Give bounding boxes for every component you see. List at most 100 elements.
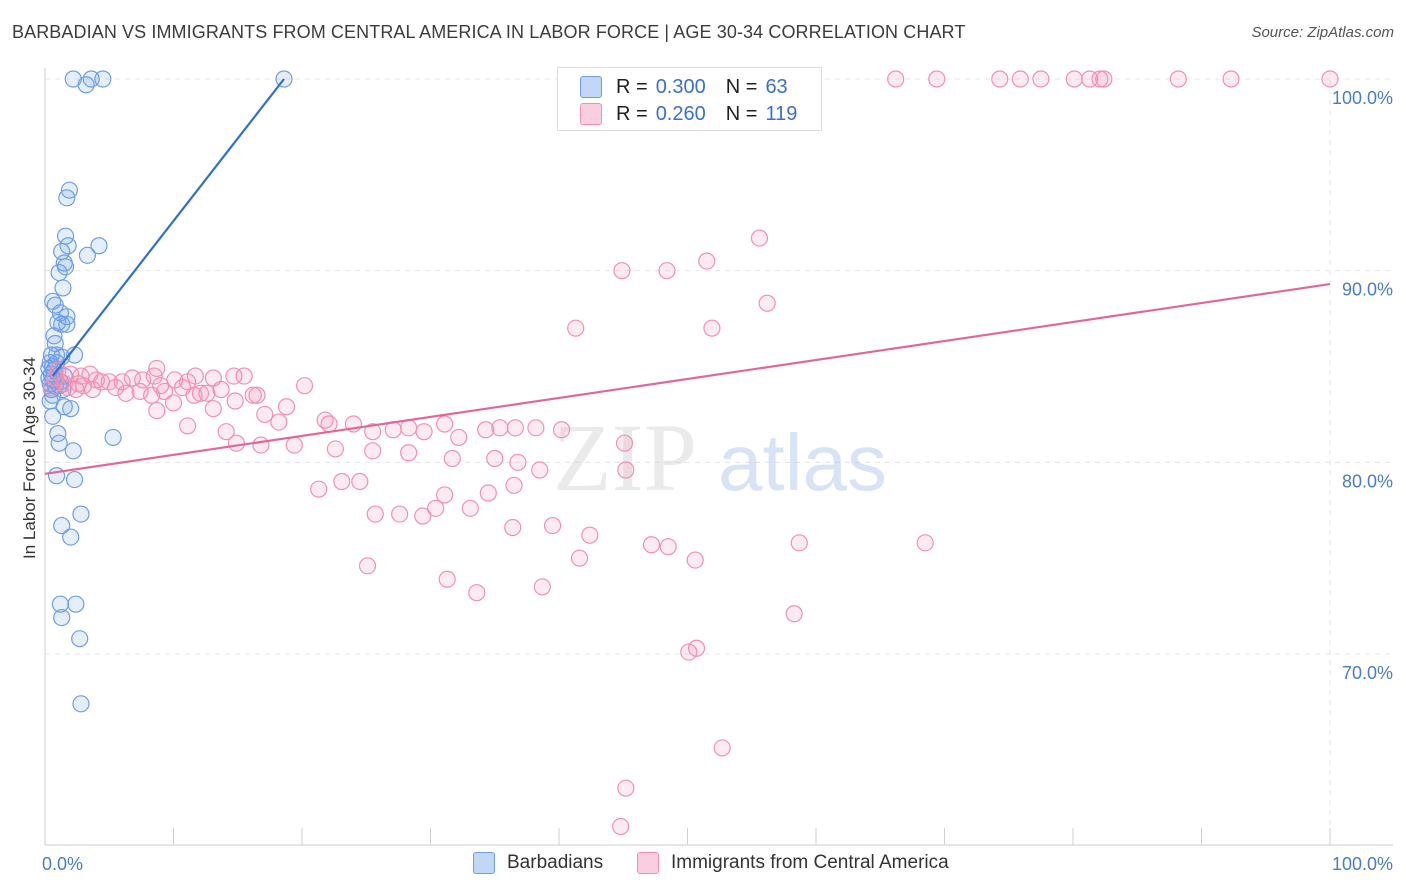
stats-legend: R = 0.300 N = 63 R = 0.260 N = 119 bbox=[557, 67, 822, 131]
data-point bbox=[212, 380, 230, 399]
data-point bbox=[47, 467, 66, 485]
data-point bbox=[1095, 70, 1113, 88]
data-point bbox=[198, 384, 216, 402]
data-point bbox=[72, 505, 90, 523]
data-point bbox=[414, 507, 432, 525]
data-point bbox=[687, 639, 706, 657]
data-point bbox=[164, 394, 183, 412]
legend-item-barbadians[interactable]: Barbadians bbox=[473, 852, 603, 874]
data-point bbox=[252, 436, 270, 454]
watermark-atlas: atlas bbox=[718, 418, 887, 507]
data-point bbox=[107, 378, 125, 397]
data-point bbox=[928, 70, 946, 88]
data-point bbox=[400, 444, 418, 462]
r-label: R = bbox=[616, 75, 648, 98]
data-point bbox=[244, 386, 262, 404]
data-point bbox=[148, 359, 166, 378]
data-point bbox=[750, 229, 769, 247]
data-point bbox=[642, 536, 661, 554]
swatch-barbadians bbox=[473, 852, 495, 874]
data-point bbox=[479, 484, 497, 502]
legend-label: Barbadians bbox=[507, 852, 604, 873]
data-point bbox=[581, 526, 599, 544]
data-point bbox=[204, 400, 222, 418]
grid-layer bbox=[45, 70, 1393, 838]
points-layer bbox=[40, 70, 1339, 836]
data-point bbox=[1169, 70, 1187, 88]
data-point bbox=[104, 428, 122, 447]
data-point bbox=[295, 377, 314, 395]
data-point bbox=[351, 472, 369, 491]
axes bbox=[44, 68, 1393, 846]
data-point bbox=[615, 434, 634, 452]
watermark: ZIP atlas bbox=[553, 404, 887, 511]
data-point bbox=[54, 279, 72, 297]
n-label: N = bbox=[725, 75, 758, 98]
data-point bbox=[50, 434, 68, 452]
data-point bbox=[226, 392, 244, 410]
data-point bbox=[62, 400, 80, 418]
data-point bbox=[65, 470, 84, 489]
swatch-immigrants bbox=[580, 103, 602, 125]
data-point bbox=[461, 499, 479, 517]
n-value: 119 bbox=[765, 102, 798, 125]
data-point bbox=[46, 369, 64, 387]
data-point bbox=[617, 461, 635, 479]
data-point bbox=[567, 319, 585, 337]
legend-item-immigrants[interactable]: Immigrants from Central America bbox=[637, 852, 949, 874]
watermark-zip: ZIP bbox=[553, 404, 697, 511]
chart-title: BARBADIAN VS IMMIGRANTS FROM CENTRAL AME… bbox=[12, 22, 966, 42]
series-legend: Barbadians Immigrants from Central Ameri… bbox=[0, 852, 1406, 878]
n-label: N = bbox=[725, 102, 758, 125]
data-point bbox=[64, 442, 82, 460]
data-point bbox=[686, 551, 704, 569]
swatch-barbadians bbox=[580, 76, 602, 98]
data-point bbox=[527, 419, 545, 437]
data-point bbox=[72, 695, 90, 713]
data-point bbox=[531, 461, 549, 479]
data-point bbox=[366, 505, 384, 523]
data-point bbox=[443, 449, 461, 468]
data-point bbox=[1065, 70, 1083, 88]
data-point bbox=[53, 608, 71, 627]
data-point bbox=[58, 315, 76, 333]
data-point bbox=[427, 499, 445, 517]
data-point bbox=[486, 449, 504, 468]
data-point bbox=[69, 375, 88, 393]
data-point bbox=[364, 423, 382, 441]
data-point bbox=[235, 367, 253, 385]
trend-line bbox=[51, 78, 285, 377]
data-point bbox=[56, 258, 75, 276]
swatch-immigrants bbox=[637, 852, 659, 874]
data-point bbox=[533, 578, 551, 596]
data-point bbox=[790, 534, 808, 552]
data-point bbox=[617, 779, 635, 797]
data-point bbox=[62, 528, 80, 546]
data-point bbox=[1091, 70, 1109, 88]
data-point bbox=[310, 480, 328, 498]
data-point bbox=[509, 453, 527, 471]
data-point bbox=[1011, 70, 1029, 88]
stats-legend-row-barbadians: R = 0.300 N = 63 bbox=[580, 74, 788, 100]
data-point bbox=[256, 405, 274, 424]
data-point bbox=[505, 476, 523, 494]
data-point bbox=[248, 386, 266, 404]
data-point bbox=[186, 367, 204, 385]
data-point bbox=[415, 423, 433, 441]
data-point bbox=[123, 369, 141, 387]
y-tick-label: 70.0% bbox=[1342, 663, 1393, 683]
data-point bbox=[71, 630, 89, 648]
data-point bbox=[155, 382, 174, 401]
data-point bbox=[179, 417, 197, 435]
data-point bbox=[143, 386, 161, 404]
data-point bbox=[58, 189, 76, 207]
r-label: R = bbox=[616, 102, 648, 125]
data-point bbox=[504, 518, 522, 537]
x-tick-label: 0.0% bbox=[42, 854, 83, 874]
data-point bbox=[991, 70, 1009, 88]
data-point bbox=[436, 415, 454, 433]
data-point bbox=[270, 413, 288, 431]
data-point bbox=[468, 584, 486, 602]
data-point bbox=[78, 246, 97, 264]
y-tick-label: 80.0% bbox=[1342, 471, 1393, 491]
